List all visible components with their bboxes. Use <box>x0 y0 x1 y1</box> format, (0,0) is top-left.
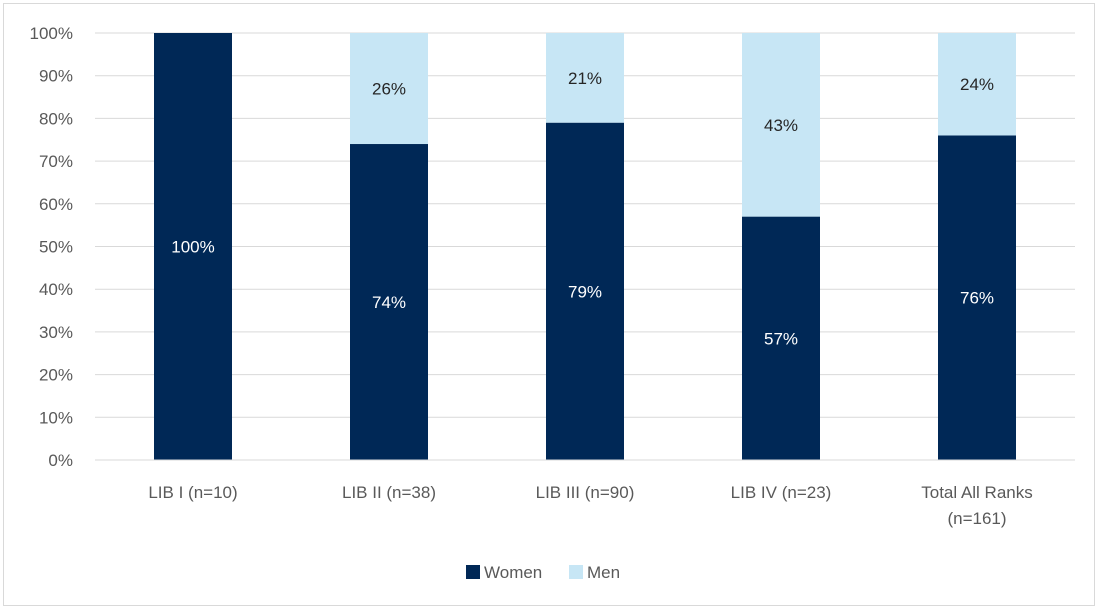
bar-women <box>546 122 624 461</box>
data-label-men: 43% <box>764 116 798 135</box>
y-tick-label: 100% <box>30 24 73 43</box>
x-axis: LIB I (n=10) LIB II (n=38) LIB III (n=90) L… <box>95 459 1075 528</box>
y-tick-label: 90% <box>39 67 73 86</box>
data-label-women: 74% <box>372 293 406 312</box>
x-category-label: (n=161) <box>947 509 1006 528</box>
data-label-men: 24% <box>960 75 994 94</box>
legend: Women Men <box>466 563 620 582</box>
bar-men <box>742 33 820 217</box>
data-label-women: 57% <box>764 329 798 348</box>
y-axis: 0% 10% 20% 30% 40% 50% 60% 70% 80% 90% 100% <box>30 24 73 470</box>
data-label-men: 26% <box>372 80 406 99</box>
y-tick-label: 80% <box>39 109 73 128</box>
bar-men <box>350 33 428 145</box>
x-category-label: LIB IV (n=23) <box>731 483 832 502</box>
data-label-women: 76% <box>960 289 994 308</box>
data-label-women: 79% <box>568 282 602 301</box>
bar-women <box>350 144 428 460</box>
bar-men <box>938 33 1016 136</box>
legend-label-women: Women <box>484 563 542 582</box>
data-label-women: 100% <box>171 238 214 257</box>
legend-label-men: Men <box>587 563 620 582</box>
y-tick-label: 10% <box>39 408 73 427</box>
legend-swatch-men <box>569 565 583 579</box>
x-category-label: LIB II (n=38) <box>342 483 436 502</box>
y-tick-label: 20% <box>39 366 73 385</box>
x-category-label: LIB III (n=90) <box>536 483 635 502</box>
bar-women <box>938 135 1016 461</box>
bar-women <box>154 33 232 460</box>
y-tick-label: 40% <box>39 280 73 299</box>
y-tick-label: 30% <box>39 323 73 342</box>
y-tick-label: 60% <box>39 195 73 214</box>
x-category-label: Total All Ranks <box>921 483 1033 502</box>
x-category-label: LIB I (n=10) <box>148 483 237 502</box>
y-tick-label: 0% <box>48 451 73 470</box>
data-label-men: 21% <box>568 69 602 88</box>
bar-women <box>742 216 820 460</box>
y-tick-label: 50% <box>39 238 73 257</box>
bar-men <box>546 33 624 123</box>
legend-swatch-women <box>466 565 480 579</box>
bars: 100% 74% 26% 79% 21% 57% 43% 76% 24% <box>154 33 1016 461</box>
y-tick-label: 70% <box>39 152 73 171</box>
